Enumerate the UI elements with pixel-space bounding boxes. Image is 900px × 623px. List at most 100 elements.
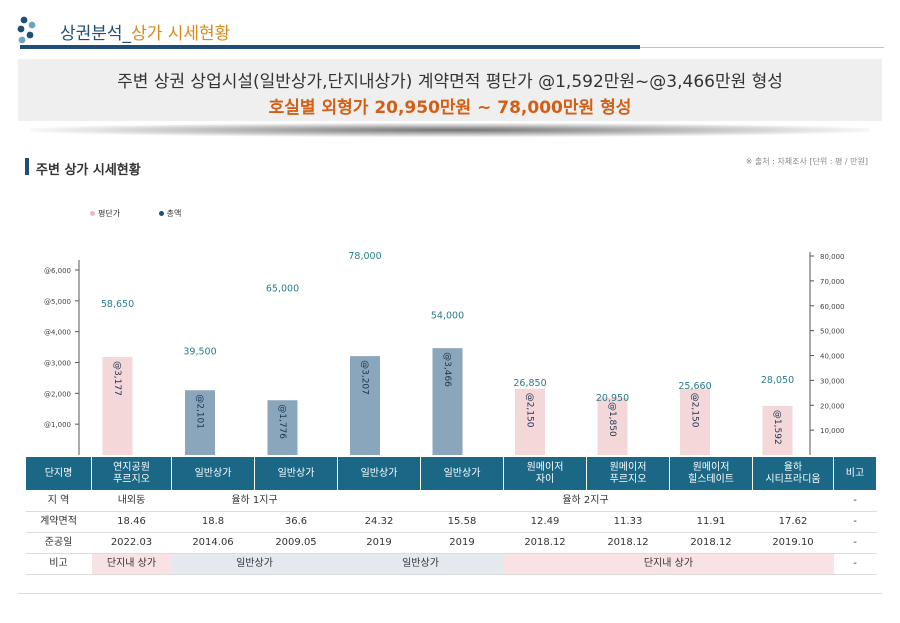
y-right-tick-label: 40,000 bbox=[820, 353, 845, 361]
unit-price-label: @2,101 bbox=[195, 394, 205, 429]
table-cell: 15.58 bbox=[420, 511, 504, 533]
table-cell: 2019.10 bbox=[752, 532, 834, 554]
section-marker bbox=[25, 158, 29, 175]
table-header-cell: 원메이저 힐스테이트 bbox=[669, 456, 753, 491]
y-left-tick-label: @4,000 bbox=[44, 329, 71, 337]
table-cell: 율하 1지구 bbox=[171, 490, 338, 512]
unit-price-label: @3,177 bbox=[112, 361, 122, 396]
unit-price-bar bbox=[102, 357, 133, 455]
total-value-label: 65,000 bbox=[266, 283, 299, 294]
table-cell: 2019 bbox=[337, 532, 421, 554]
unit-price-bar bbox=[597, 397, 628, 455]
table-header-cell: 일반상가 bbox=[337, 456, 421, 491]
table-row-completion: 준공일 2022.03 2014.06 2009.05 2019 2019 20… bbox=[25, 532, 877, 554]
unit-price-bar bbox=[350, 356, 380, 455]
table-row-region: 지 역 내외동 율하 1지구 율하 2지구 - bbox=[25, 490, 877, 512]
banner-shadow bbox=[30, 123, 870, 137]
legend-item-unit-price: 평단가 bbox=[90, 208, 120, 219]
table-cell: 36.6 bbox=[254, 511, 338, 533]
legend-dot-unit-price-icon bbox=[90, 211, 95, 216]
table-header-cell: 율하 시티프라디움 bbox=[752, 456, 834, 491]
bottom-divider bbox=[18, 593, 882, 594]
brand-logo-icon bbox=[17, 16, 36, 44]
y-left-tick-label: @5,000 bbox=[44, 298, 71, 306]
unit-price-bar bbox=[432, 348, 463, 455]
table-cell: 2022.03 bbox=[91, 532, 172, 554]
table-header-cell: 원메이저 푸르지오 bbox=[586, 456, 670, 491]
table-header-row: 단지명 연지공원 푸르지오 일반상가 일반상가 일반상가 일반상가 원메이저 자… bbox=[25, 456, 877, 491]
table-cell: - bbox=[833, 553, 877, 575]
price-table: 단지명 연지공원 푸르지오 일반상가 일반상가 일반상가 일반상가 원메이저 자… bbox=[25, 456, 877, 575]
source-note: ※ 출처 : 자체조사 [단위 : 평 / 만원] bbox=[745, 157, 868, 166]
table-cell: 2018.12 bbox=[669, 532, 753, 554]
unit-price-bar bbox=[267, 400, 298, 455]
unit-price-label: @2,150 bbox=[525, 393, 535, 428]
unit-price-label: @1,592 bbox=[772, 410, 782, 445]
table-cell: 단지내 상가 bbox=[91, 553, 172, 575]
table-cell: 2018.12 bbox=[586, 532, 670, 554]
unit-price-bar bbox=[185, 390, 215, 455]
total-value-label: 25,660 bbox=[678, 381, 711, 392]
total-value-label: 58,650 bbox=[101, 299, 134, 310]
y-right-tick-label: 60,000 bbox=[820, 303, 845, 311]
table-cell: - bbox=[833, 511, 877, 533]
banner-line-2: 호실별 외형가 20,950만원 ~ 78,000만원 형성 bbox=[268, 98, 632, 118]
table-cell: 17.62 bbox=[752, 511, 834, 533]
table-cell: 18.46 bbox=[91, 511, 172, 533]
table-header-cell: 원메이저 자이 bbox=[503, 456, 587, 491]
total-value-label: 28,050 bbox=[761, 375, 794, 386]
table-cell: 2018.12 bbox=[503, 532, 587, 554]
y-right-tick-label: 70,000 bbox=[820, 278, 845, 286]
section-title: 주변 상가 시세현황 bbox=[36, 163, 141, 178]
table-row-area: 계약면적 18.46 18.8 36.6 24.32 15.58 12.49 1… bbox=[25, 511, 877, 533]
table-cell: 2014.06 bbox=[171, 532, 255, 554]
title-underline bbox=[20, 45, 640, 49]
unit-price-label: @1,776 bbox=[277, 404, 287, 439]
total-value-label: 20,950 bbox=[596, 393, 629, 404]
table-cell: 24.32 bbox=[337, 511, 421, 533]
summary-banner: 주변 상권 상업시설(일반상가,단지내상가) 계약면적 평단가 @1,592만원… bbox=[18, 59, 882, 121]
unit-price-bar bbox=[680, 388, 710, 455]
table-cell: 단지내 상가 bbox=[503, 553, 834, 575]
y-left-tick-label: @3,000 bbox=[44, 360, 71, 368]
table-cell: - bbox=[833, 490, 877, 512]
table-cell: 2019 bbox=[420, 532, 504, 554]
table-cell: 일반상가 bbox=[337, 553, 504, 575]
row-label: 준공일 bbox=[25, 532, 92, 554]
y-right-tick-label: 50,000 bbox=[820, 328, 845, 336]
y-right-tick-label: 30,000 bbox=[820, 377, 845, 385]
legend-label-unit-price: 평단가 bbox=[98, 209, 121, 218]
chart-legend: 평단가 총액 bbox=[90, 208, 217, 219]
table-cell: 율하 2지구 bbox=[337, 490, 834, 512]
unit-price-label: @1,850 bbox=[607, 402, 617, 437]
table-header-cell: 일반상가 bbox=[171, 456, 255, 491]
table-cell: 11.91 bbox=[669, 511, 753, 533]
legend-label-total: 총액 bbox=[166, 209, 182, 218]
table-header-cell: 연지공원 푸르지오 bbox=[91, 456, 172, 491]
y-right-tick-label: 10,000 bbox=[820, 427, 845, 435]
unit-price-label: @2,150 bbox=[690, 393, 700, 428]
unit-price-bar bbox=[515, 388, 545, 455]
row-label: 지 역 bbox=[25, 490, 92, 512]
table-cell: 2009.05 bbox=[254, 532, 338, 554]
unit-price-label: @3,466 bbox=[442, 352, 452, 387]
unit-price-bar bbox=[762, 405, 793, 455]
table-cell: 12.49 bbox=[503, 511, 587, 533]
table-cell: - bbox=[833, 532, 877, 554]
y-left-tick-label: @6,000 bbox=[44, 267, 71, 275]
page-title: 상권분석_상가 시세현황 bbox=[60, 24, 231, 44]
y-right-tick-label: 20,000 bbox=[820, 402, 845, 410]
row-label: 계약면적 bbox=[25, 511, 92, 533]
total-value-label: 39,500 bbox=[183, 347, 216, 358]
table-header-cell: 일반상가 bbox=[254, 456, 338, 491]
table-header-cell: 일반상가 bbox=[420, 456, 504, 491]
total-value-label: 54,000 bbox=[431, 311, 464, 322]
table-header-cell: 단지명 bbox=[25, 456, 92, 491]
y-right-tick-label: 80,000 bbox=[820, 253, 845, 261]
table-cell: 내외동 bbox=[91, 490, 172, 512]
total-value-label: 26,850 bbox=[513, 378, 546, 389]
y-left-tick-label: @2,000 bbox=[44, 390, 71, 398]
table-header-cell: 비고 bbox=[833, 456, 877, 491]
table-cell: 일반상가 bbox=[171, 553, 338, 575]
legend-item-total: 총액 bbox=[158, 208, 182, 219]
